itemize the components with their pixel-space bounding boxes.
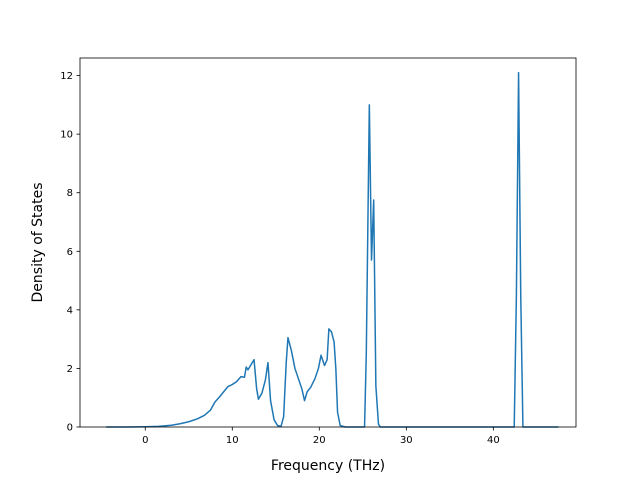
axes-frame <box>79 57 577 428</box>
x-tick-label: 10 <box>226 435 239 446</box>
x-axis-label: Frequency (THz) <box>271 458 385 474</box>
y-tick-label: 6 <box>67 247 73 258</box>
y-tick-label: 0 <box>67 423 73 434</box>
y-axis-label: Density of States <box>30 183 46 303</box>
y-tick-label: 2 <box>67 364 73 375</box>
y-tick-label: 12 <box>60 71 73 82</box>
x-tick-label: 30 <box>400 435 413 446</box>
y-tick-label: 10 <box>60 130 73 141</box>
x-tick-label: 20 <box>313 435 326 446</box>
x-tick-label: 40 <box>487 435 500 446</box>
dos-series-line-0 <box>106 71 559 428</box>
y-tick-label: 4 <box>67 305 73 316</box>
x-tick-label: 0 <box>142 435 148 446</box>
y-tick-label: 8 <box>67 188 73 199</box>
